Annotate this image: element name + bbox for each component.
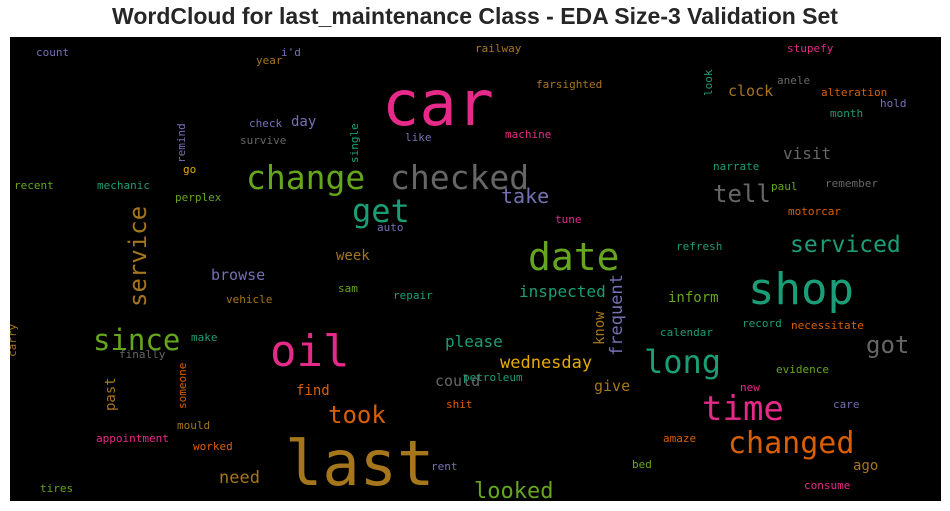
word-got: got [866,331,909,359]
word-count: count [36,46,69,59]
word-looked: looked [474,479,553,504]
word-stupefy: stupefy [787,42,834,55]
word-inspected: inspected [519,282,606,301]
word-date: date [528,235,620,279]
word-auto: auto [377,221,404,234]
word-take: take [501,184,549,208]
word-single: single [348,123,361,163]
word-hold: hold [880,97,907,110]
word-calendar: calendar [660,326,713,339]
word-please: please [445,332,503,351]
word-week: week [336,248,370,264]
word-long: long [644,343,721,381]
word-change: change [246,158,365,197]
wordcloud-words: last car shop date oil time change checked chang… [6,42,909,504]
word-like: like [405,131,432,144]
word-find: find [296,383,330,399]
word-carry: carry [6,324,19,357]
word-year: year [256,54,283,67]
word-new: new [740,381,760,394]
word-finally: finally [119,348,166,361]
word-get: get [352,192,410,230]
word-evidence: evidence [776,363,829,376]
word-visit: visit [783,144,831,163]
word-necessitate: necessitate [791,319,864,332]
word-survive: survive [240,134,286,147]
word-mechanic: mechanic [97,179,150,192]
word-worked: worked [193,440,233,453]
word-go: go [183,163,196,176]
word-someone: someone [176,363,189,409]
word-wednesday: wednesday [500,353,592,373]
word-give: give [594,377,630,395]
word-rent: rent [431,460,458,473]
word-recent: recent [14,179,54,192]
word-alteration: alteration [821,86,887,99]
word-know: know [592,311,608,345]
word-motorcar: motorcar [788,205,841,218]
word-machine: machine [505,128,551,141]
word-railway: railway [475,42,522,55]
word-refresh: refresh [676,240,722,253]
word-petroleum: petroleum [463,371,523,384]
word-tires: tires [40,482,73,495]
word-time: time [702,389,784,429]
word-shop: shop [748,264,854,315]
chart-title: WordCloud for last_maintenance Class - E… [112,3,838,29]
word-record: record [742,317,782,330]
word-oil: oil [270,326,349,377]
word-service: service [124,206,152,307]
word-since: since [93,323,180,357]
wordcloud-background [10,37,941,501]
word-need: need [219,468,260,488]
word-browse: browse [211,266,265,284]
word-amaze: amaze [663,432,696,445]
word-could: could [435,372,480,390]
word-appointment: appointment [96,432,169,445]
word-narrate: narrate [713,160,759,173]
word-day: day [291,114,316,130]
word-repair: repair [393,289,433,302]
word-inform: inform [668,290,719,306]
word-serviced: serviced [790,232,901,258]
word-shit: shit [446,398,473,411]
word-consume: consume [804,479,850,492]
word-perplex: perplex [175,191,222,204]
word-ago: ago [853,458,878,474]
word-farsighted: farsighted [536,78,602,91]
word-clock: clock [728,82,773,100]
word-changed: changed [728,426,854,461]
word-tune: tune [555,213,582,226]
word-last: last [285,427,434,500]
word-look: look [702,69,715,96]
word-bed: bed [632,458,652,471]
word-paul: paul [771,180,798,193]
word-frequent: frequent [607,274,627,356]
word-vehicle: vehicle [226,293,272,306]
word-remember: remember [825,177,878,190]
word-mould: mould [177,419,210,432]
word-took: took [328,401,386,429]
word-past: past [103,377,119,411]
word-tell: tell [713,180,771,208]
word-anele: anele [777,74,810,87]
word-make: make [191,331,218,344]
word-sam: sam [338,282,358,295]
word-month: month [830,107,863,120]
word-care: care [833,398,860,411]
word-check: check [249,117,282,130]
word-i-d: i'd [281,46,301,59]
word-remind: remind [175,123,188,163]
word-checked: checked [390,158,529,197]
word-car: car [382,67,494,140]
